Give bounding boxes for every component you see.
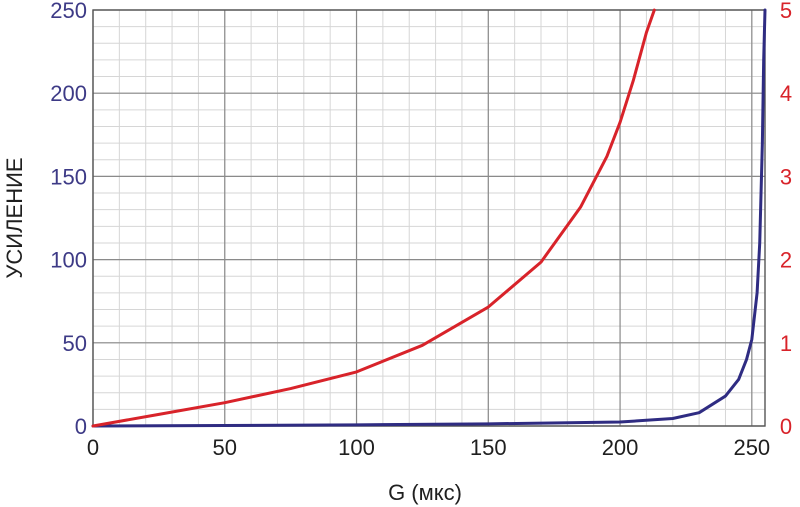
plot-frame [92,9,766,427]
x-tick-label: 250 [733,435,770,460]
y-tick-label: 50 [63,331,87,356]
plot-area [93,10,765,426]
x-tick-label: 200 [602,435,639,460]
x-tick-label: 150 [470,435,507,460]
y-tick-label: 150 [50,164,87,189]
y2-tick-label: 5 [780,0,792,23]
y-tick-label: 0 [75,414,87,439]
grid [92,9,766,427]
y2-tick-label: 3 [780,164,792,189]
y-tick-label: 100 [50,248,87,273]
y2-tick-label: 0 [780,414,792,439]
x-tick-label: 100 [338,435,375,460]
x-tick-label: 0 [87,435,99,460]
x-tick-label: 50 [213,435,237,460]
y-axis-label: УСИЛЕНИЕ [2,157,27,278]
y2-tick-label: 1 [780,331,792,356]
y2-tick-label: 4 [780,81,792,106]
y-tick-label: 250 [50,0,87,23]
y-tick-label: 200 [50,81,87,106]
series-line-left [91,8,767,428]
y2-tick-label: 2 [780,248,792,273]
series-layer [91,8,767,428]
series-line-right [91,8,656,428]
x-axis-label: G (мкс) [388,480,462,505]
